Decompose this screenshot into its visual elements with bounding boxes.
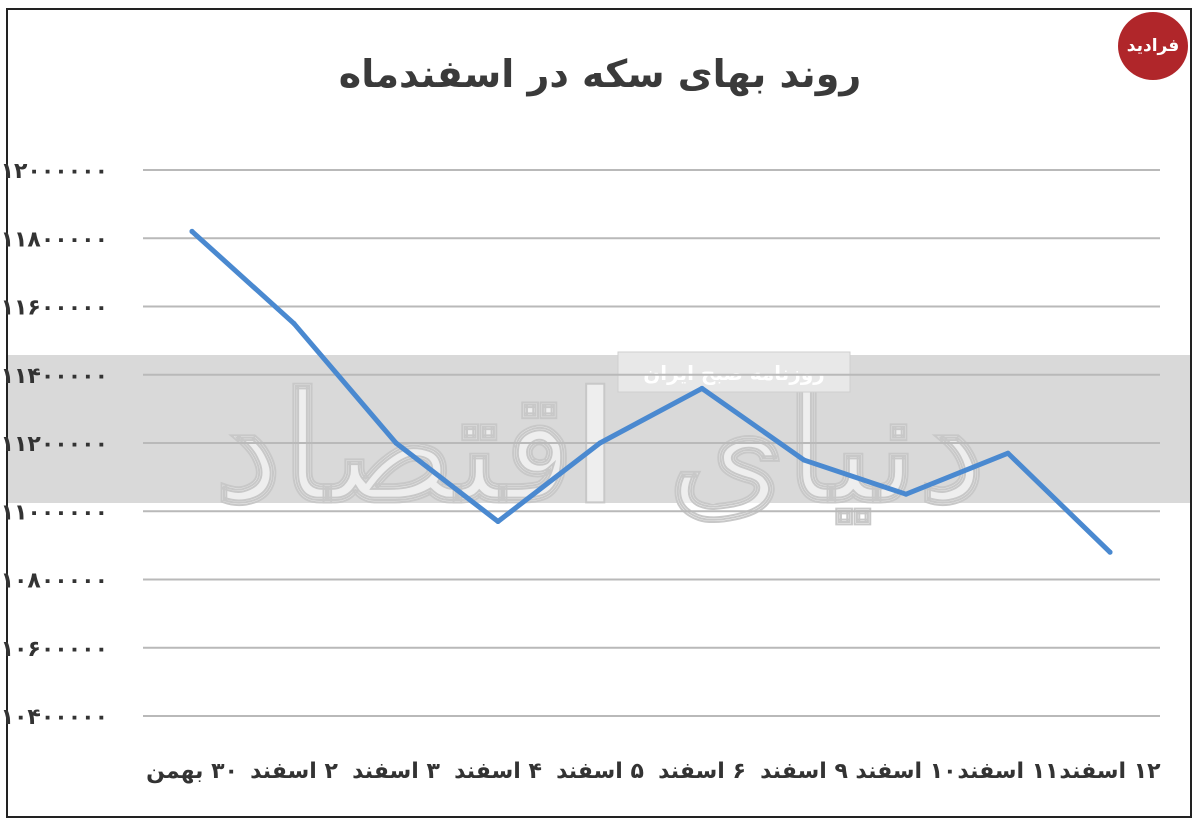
watermark-band: [8, 355, 1190, 503]
data-point: [903, 491, 909, 497]
x-tick-label: ۶ اسفند: [658, 759, 746, 784]
x-tick-label: ۹ اسفند: [760, 759, 848, 784]
y-axis-ticks: ۱۲۰۰۰۰۰۰ ۱۱۸۰۰۰۰۰ ۱۱۶۰۰۰۰۰ ۱۱۴۰۰۰۰۰ ۱۱۲۰۰۰۰۰…: [1, 159, 108, 730]
watermark-sub-box: [617, 351, 851, 393]
series-line: [189, 228, 1113, 555]
data-point: [393, 440, 399, 446]
y-tick-label: ۱۱۶۰۰۰۰۰: [1, 296, 108, 321]
chart-title: روند بهای سکه در اسفندماه: [338, 52, 862, 96]
data-point: [699, 385, 705, 391]
x-tick-label: ۱۰ اسفند: [855, 759, 956, 784]
watermark: دنیای اقتصاد روزنامه صبح ایران: [8, 351, 1190, 537]
data-point: [801, 457, 807, 463]
y-tick-label: ۱۰۸۰۰۰۰۰: [1, 569, 108, 594]
watermark-brand-text: دنیای اقتصاد: [215, 360, 985, 536]
x-tick-label: ۵ اسفند: [556, 759, 644, 784]
gridlines: [143, 169, 1160, 717]
x-tick-label: ۱۱ اسفند: [957, 759, 1058, 784]
data-point: [189, 228, 195, 234]
watermark-sub-text: روزنامه صبح ایران: [643, 361, 825, 385]
x-tick-label: ۳ اسفند: [352, 759, 440, 784]
x-tick-label: ۲ اسفند: [250, 759, 338, 784]
series: [189, 228, 1113, 555]
data-point: [597, 440, 603, 446]
data-point: [1107, 549, 1113, 555]
y-tick-label: ۱۱۰۰۰۰۰۰: [1, 500, 108, 525]
data-point: [1005, 450, 1011, 456]
x-tick-label: ۳۰ بهمن: [146, 759, 238, 784]
y-tick-label: ۱۱۸۰۰۰۰۰: [1, 227, 108, 252]
y-tick-label: ۱۲۰۰۰۰۰۰: [1, 159, 108, 184]
x-tick-label: ۴ اسفند: [454, 759, 542, 784]
data-point: [495, 518, 501, 524]
x-tick-label: ۱۲ اسفند: [1059, 759, 1161, 784]
logo-badge: فرادید: [1118, 12, 1188, 80]
y-tick-label: ۱۰۶۰۰۰۰۰: [1, 637, 108, 662]
y-tick-label: ۱۱۲۰۰۰۰۰: [1, 432, 108, 457]
y-tick-label: ۱۰۴۰۰۰۰۰: [1, 705, 108, 730]
x-axis-ticks: ۳۰ بهمن ۲ اسفند ۳ اسفند ۴ اسفند ۵ اسفند ۶ اسف…: [146, 759, 1161, 784]
data-point: [291, 321, 297, 327]
y-tick-label: ۱۱۴۰۰۰۰۰: [1, 364, 108, 389]
